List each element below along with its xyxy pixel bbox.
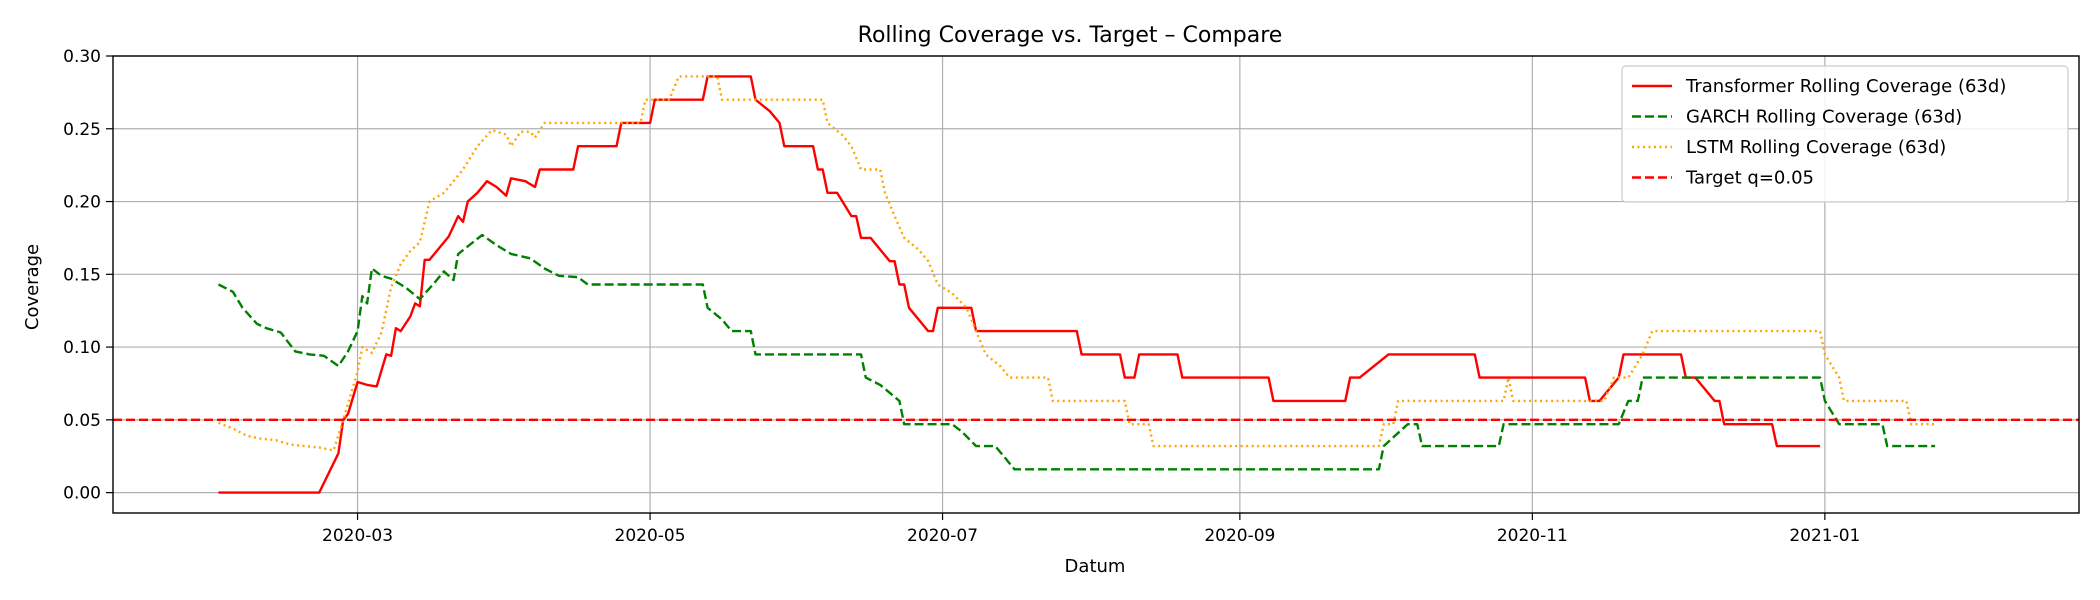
series-line-transformer bbox=[218, 75, 1821, 494]
legend-box bbox=[1621, 65, 2069, 203]
x-tick-label: 2020-07 bbox=[907, 526, 978, 546]
series-line-garch bbox=[217, 233, 1936, 471]
x-tick-label: 2020-05 bbox=[615, 526, 686, 546]
y-tick-label: 0.30 bbox=[63, 47, 101, 67]
x-tick-label: 2021-01 bbox=[1789, 526, 1860, 546]
x-tick-label: 2020-03 bbox=[322, 526, 393, 546]
legend-label: LSTM Rolling Coverage (63d) bbox=[1686, 137, 1946, 158]
y-axis: 0.00 0.05 0.10 0.15 0.20 0.25 0.30 bbox=[63, 47, 113, 504]
y-tick-label: 0.00 bbox=[63, 484, 101, 504]
y-tick-label: 0.10 bbox=[63, 338, 101, 358]
y-tick-label: 0.15 bbox=[63, 265, 101, 285]
x-tick-label: 2020-09 bbox=[1204, 526, 1275, 546]
legend-label: Transformer Rolling Coverage (63d) bbox=[1685, 76, 2006, 97]
x-axis-label: Datum bbox=[1065, 556, 1126, 577]
legend: Transformer Rolling Coverage (63d) GARCH … bbox=[1621, 65, 2069, 203]
chart-title: Rolling Coverage vs. Target – Compare bbox=[858, 23, 1283, 48]
legend-label: GARCH Rolling Coverage (63d) bbox=[1686, 107, 1962, 128]
y-tick-label: 0.20 bbox=[63, 193, 101, 213]
y-axis-label: Coverage bbox=[22, 244, 43, 330]
x-axis: 2020-03 2020-05 2020-07 2020-09 2020-11 2021-… bbox=[322, 513, 1860, 546]
series-layer bbox=[113, 75, 2079, 494]
x-tick-label: 2020-11 bbox=[1497, 526, 1568, 546]
plot-frame bbox=[112, 55, 2080, 514]
legend-label: Target q=0.05 bbox=[1685, 168, 1814, 189]
y-tick-label: 0.25 bbox=[63, 120, 101, 140]
y-tick-label: 0.05 bbox=[63, 411, 101, 431]
